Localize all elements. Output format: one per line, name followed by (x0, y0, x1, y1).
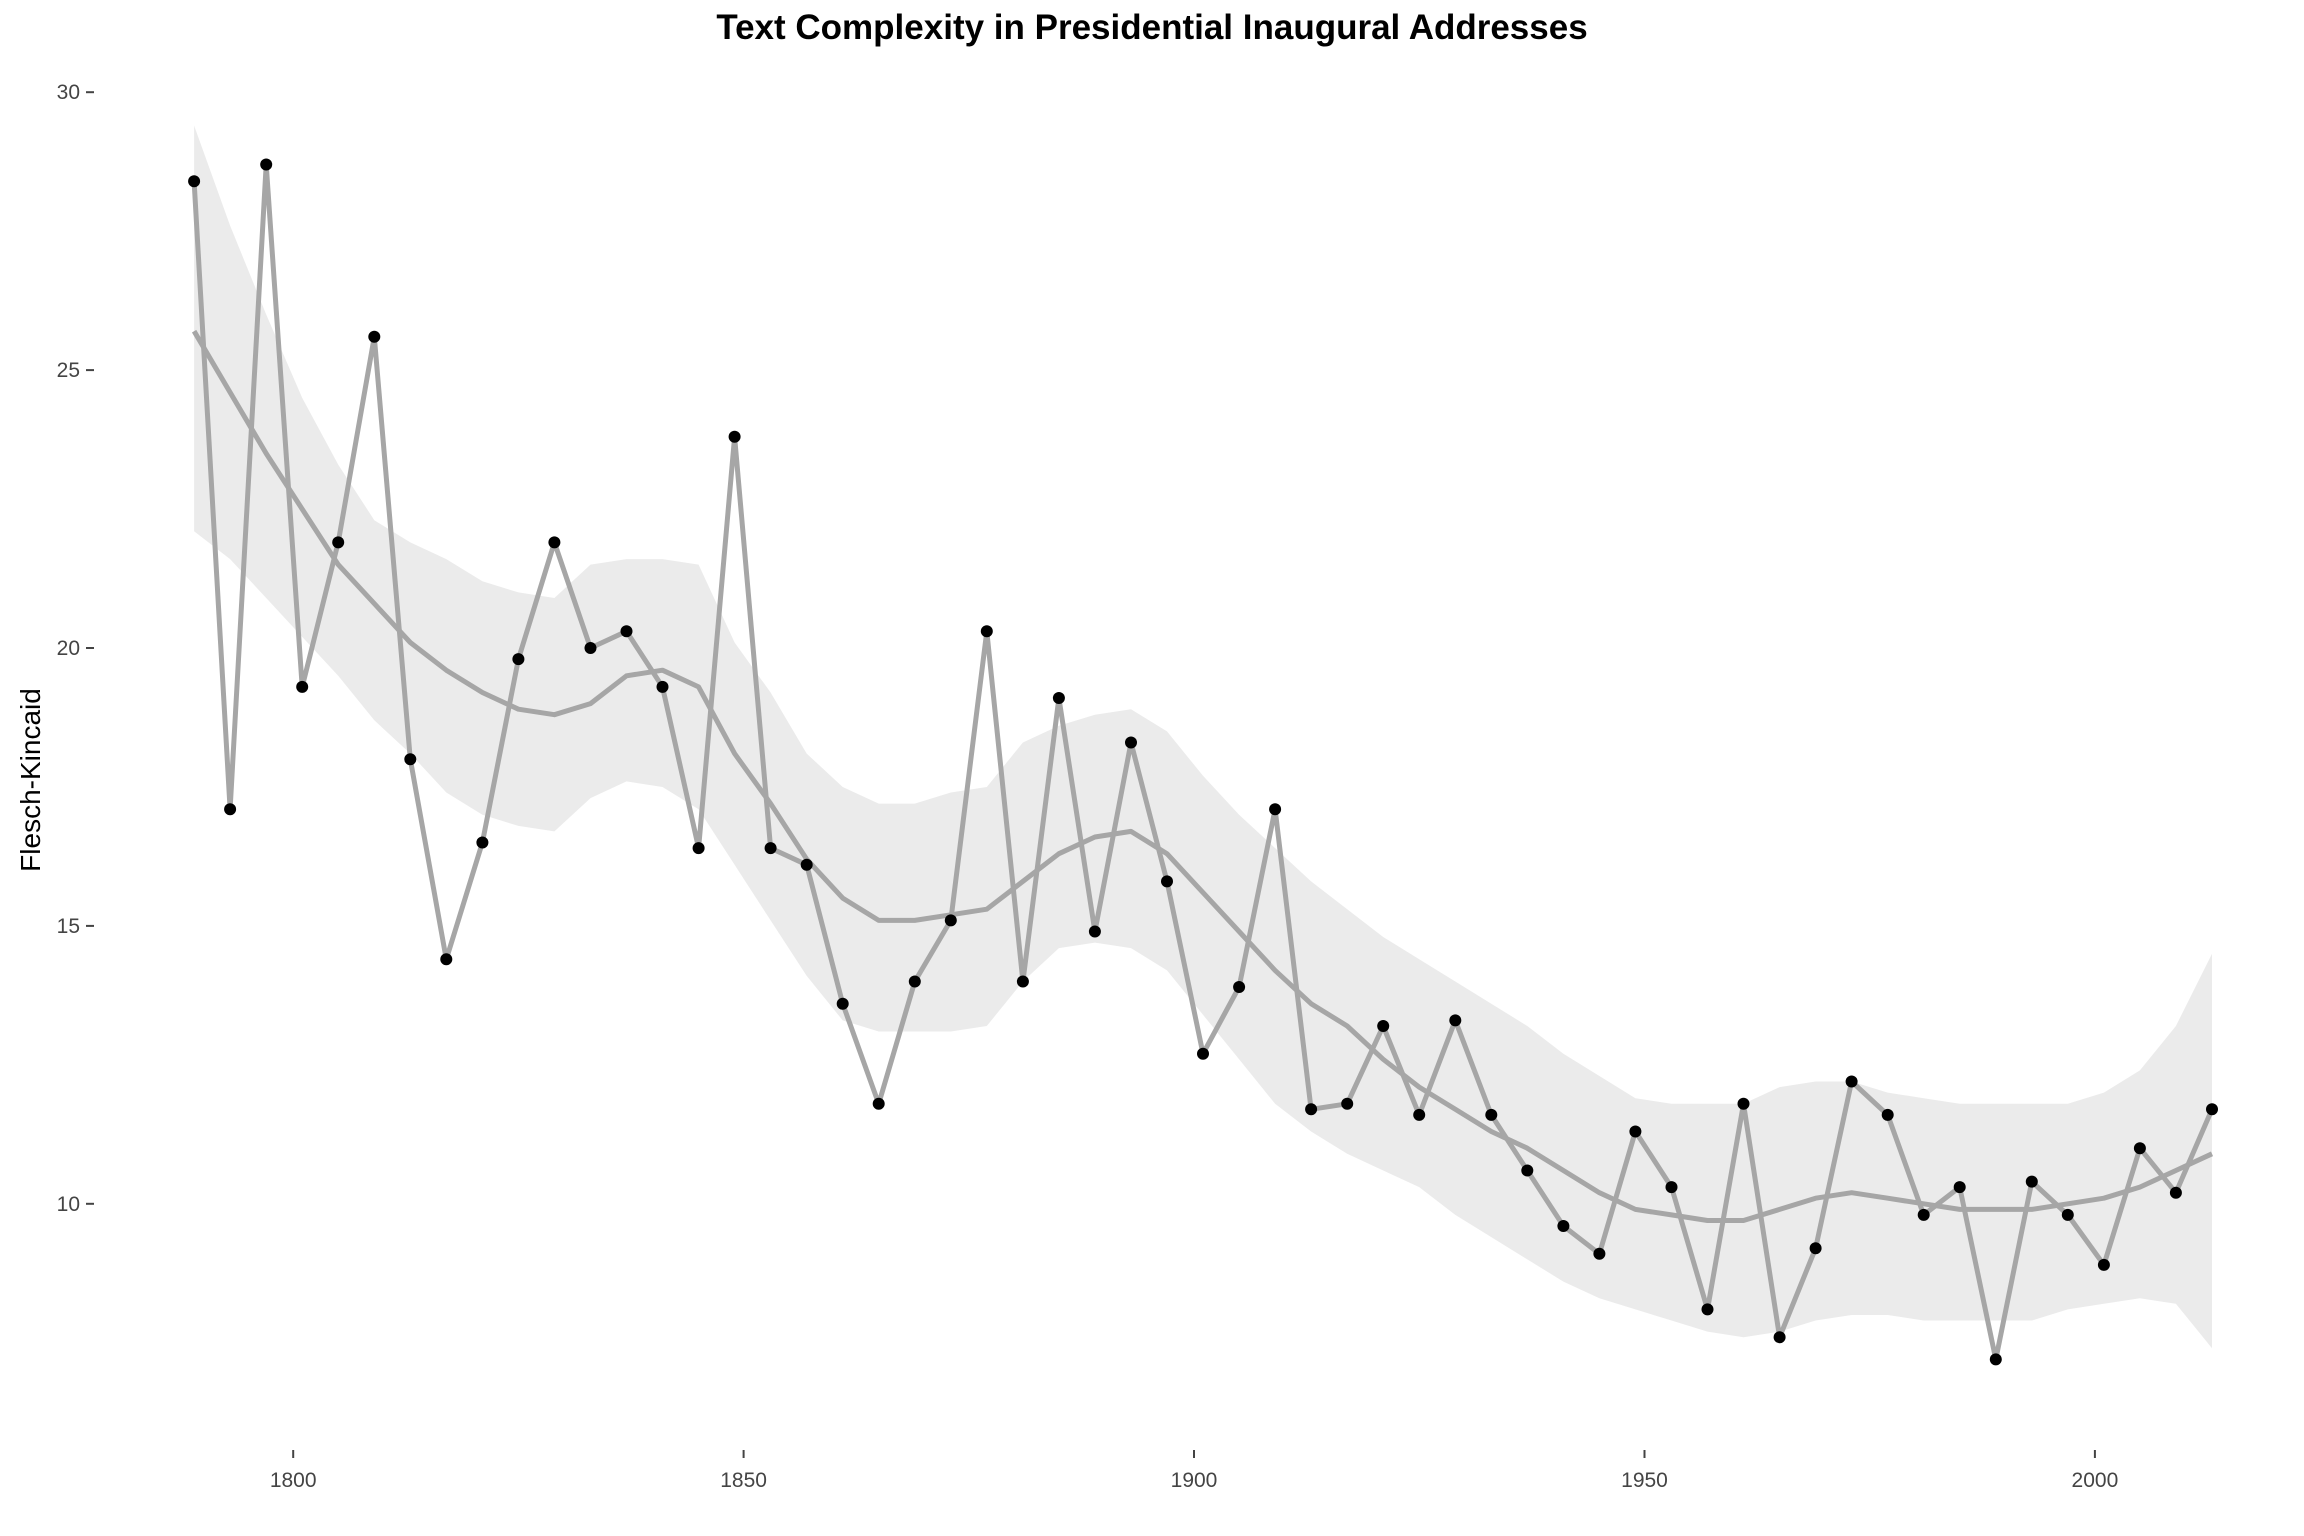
data-point (512, 653, 525, 666)
data-point (1341, 1097, 1354, 1110)
data-point (404, 753, 417, 766)
data-point (1953, 1181, 1966, 1194)
data-point (1233, 981, 1246, 993)
y-axis: 10 15 20 25 30 (57, 81, 94, 1216)
data-point (584, 642, 597, 654)
data-point (656, 680, 669, 693)
data-point (296, 680, 309, 693)
data-point (476, 836, 489, 849)
data-point (800, 858, 813, 871)
data-point (944, 914, 957, 927)
data-point (440, 953, 453, 966)
x-tick-label: 1900 (1171, 1469, 1218, 1492)
x-tick-label: 1850 (720, 1469, 767, 1492)
data-point (1773, 1331, 1786, 1344)
data-point (1989, 1353, 2002, 1366)
data-points (188, 158, 2218, 1366)
data-point (1809, 1242, 1822, 1255)
y-tick-label: 30 (57, 81, 80, 104)
data-point (368, 330, 381, 343)
data-point (620, 625, 633, 638)
data-point (332, 536, 345, 549)
data-point (2206, 1103, 2218, 1116)
data-point (980, 625, 993, 638)
confidence-band (194, 125, 2213, 1349)
data-point (836, 997, 849, 1010)
y-axis-title: Flesch-Kincaid (15, 688, 46, 872)
y-tick-label: 25 (57, 359, 80, 382)
data-point (188, 175, 201, 188)
data-point (2097, 1258, 2110, 1271)
data-point (1665, 1181, 1678, 1194)
x-tick-label: 1800 (270, 1469, 317, 1492)
data-point (2025, 1175, 2038, 1188)
data-point (1485, 1108, 1498, 1121)
data-point (1737, 1097, 1750, 1110)
data-point (1413, 1108, 1426, 1121)
data-point (1701, 1303, 1714, 1316)
data-point (872, 1097, 885, 1110)
data-point (1377, 1020, 1390, 1032)
data-point (2061, 1208, 2074, 1221)
data-point (908, 975, 921, 988)
data-series-line (191, 162, 2215, 1362)
data-point (548, 536, 561, 549)
chart-title: Text Complexity in Presidential Inaugura… (716, 8, 1588, 47)
smooth-trend-line (191, 329, 2214, 1223)
x-tick-label: 1950 (1621, 1469, 1668, 1492)
data-point (692, 842, 705, 855)
data-point (2169, 1186, 2182, 1199)
x-axis: 1800 1850 1900 1950 2000 (270, 1450, 2118, 1492)
data-point (2133, 1142, 2146, 1155)
y-tick-label: 20 (57, 637, 80, 660)
data-point (1521, 1164, 1534, 1177)
y-tick-label: 10 (57, 1193, 80, 1216)
data-point (1125, 736, 1137, 749)
x-tick-label: 2000 (2072, 1469, 2119, 1492)
y-tick-label: 15 (57, 915, 80, 938)
data-point (1557, 1220, 1570, 1232)
data-point (1088, 925, 1101, 938)
data-point (1845, 1075, 1858, 1088)
data-point (1052, 692, 1065, 704)
data-point (764, 842, 777, 855)
data-point (728, 430, 741, 443)
data-point (1305, 1103, 1318, 1116)
data-point (1197, 1047, 1209, 1060)
data-point (1449, 1014, 1462, 1027)
data-point (1881, 1108, 1894, 1121)
data-point (1917, 1208, 1930, 1221)
data-point (1016, 975, 1029, 988)
data-point (1161, 875, 1173, 888)
data-point (260, 158, 273, 171)
data-point (1629, 1125, 1642, 1138)
data-point (224, 803, 237, 816)
data-point (1593, 1247, 1606, 1260)
data-point (1269, 803, 1282, 816)
